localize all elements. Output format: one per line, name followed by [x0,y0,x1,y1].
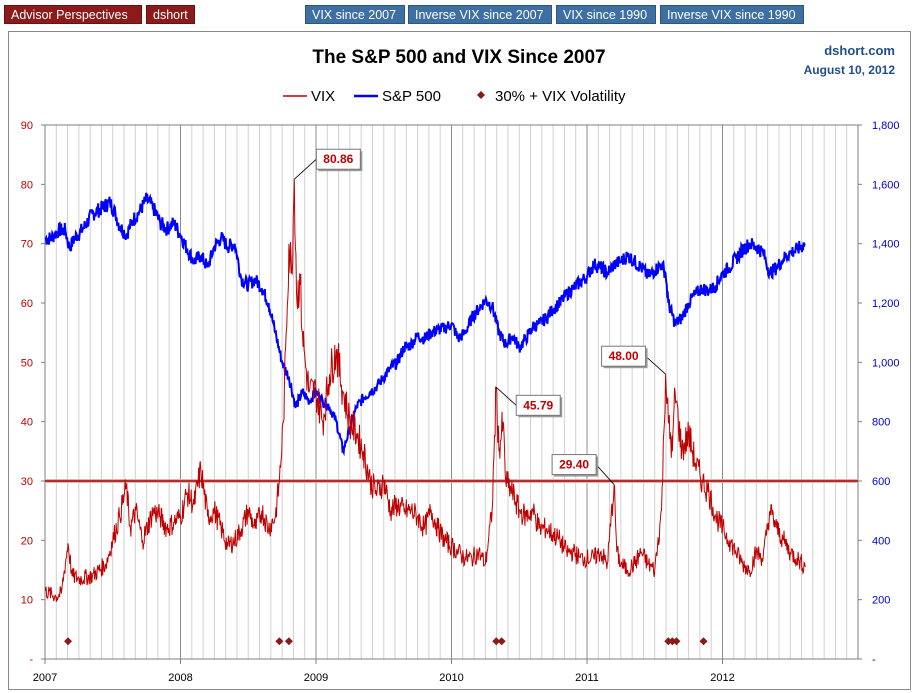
nav-button-inverse-vix-since-1990[interactable]: Inverse VIX since 1990 [660,5,804,24]
volatility-marker [497,637,506,646]
left-axis-tick-label: 50 [21,357,33,369]
right-axis-tick-label: 800 [872,417,890,429]
x-axis-tick-label: 2008 [168,672,192,684]
volatility-marker [699,637,708,646]
chart-source: dshort.com [824,43,895,58]
legend-volatility-label: 30% + VIX Volatility [495,88,626,105]
callout-box [601,345,647,367]
x-axis-tick-label: 2011 [575,672,599,684]
right-axis-tick-label: 1,400 [872,239,900,251]
left-axis-tick-label: 40 [21,417,33,429]
right-axis-tick-label: 400 [872,535,890,547]
right-axis-tick-label: 1,200 [872,298,900,310]
legend-volatility-marker-icon [477,91,485,99]
data-label: 80.86 [323,152,353,166]
nav-bar: Advisor Perspectives dshort VIX since 20… [0,0,916,28]
volatility-marker [668,637,677,646]
right-axis-tick-label: 200 [872,595,890,607]
vix-series-line [44,179,806,602]
callout-leader [294,158,317,180]
callout-leader [495,387,517,406]
data-label: 45.79 [523,398,553,412]
volatility-marker [64,637,73,646]
chart-date: August 10, 2012 [804,63,896,77]
volatility-marker [284,637,293,646]
left-axis-tick-label: 70 [21,239,33,251]
left-axis-tick-label: 20 [21,535,33,547]
chart-legend: VIX S&P 500 30% + VIX Volatility [283,88,626,105]
sp500-series-line [44,192,806,457]
right-axis-tick-label: 1,000 [872,357,900,369]
callout-box [315,148,361,170]
left-axis-tick-label: 30 [21,476,33,488]
left-axis-tick-label: 90 [21,120,33,132]
volatility-marker [672,637,681,646]
right-axis-tick-label: - [872,654,876,666]
left-axis-tick-label: - [29,654,33,666]
callout-leader [645,355,666,375]
chart-frame [8,31,911,690]
right-axis-tick-label: 1,600 [872,179,900,191]
nav-button-dshort[interactable]: dshort [146,5,195,24]
nav-button-vix-since-2007[interactable]: VIX since 2007 [305,5,405,24]
x-axis-tick-label: 2010 [439,672,463,684]
x-axis-tick-label: 2009 [304,672,328,684]
volatility-marker [275,637,284,646]
data-label: 29.40 [559,458,589,472]
left-axis-tick-label: 10 [21,595,33,607]
left-axis-tick-label: 80 [21,179,33,191]
nav-button-advisor-perspectives[interactable]: Advisor Perspectives [4,5,142,24]
legend-sp500-label: S&P 500 [382,88,441,105]
callout-box [551,454,597,476]
volatility-marker [492,637,501,646]
right-axis-tick-label: 600 [872,476,890,488]
callout-leader [595,464,615,485]
chart-title: The S&P 500 and VIX Since 2007 [312,47,605,68]
data-label: 48.00 [609,349,639,363]
x-axis-tick-label: 2007 [33,672,57,684]
x-axis-tick-label: 2012 [710,672,734,684]
legend-vix-label: VIX [311,88,335,105]
nav-button-vix-since-1990[interactable]: VIX since 1990 [556,5,656,24]
callout-box [515,394,561,416]
volatility-marker [664,637,673,646]
nav-button-inverse-vix-since-2007[interactable]: Inverse VIX since 2007 [408,5,552,24]
right-axis-tick-label: 1,800 [872,120,900,132]
left-axis-tick-label: 60 [21,298,33,310]
